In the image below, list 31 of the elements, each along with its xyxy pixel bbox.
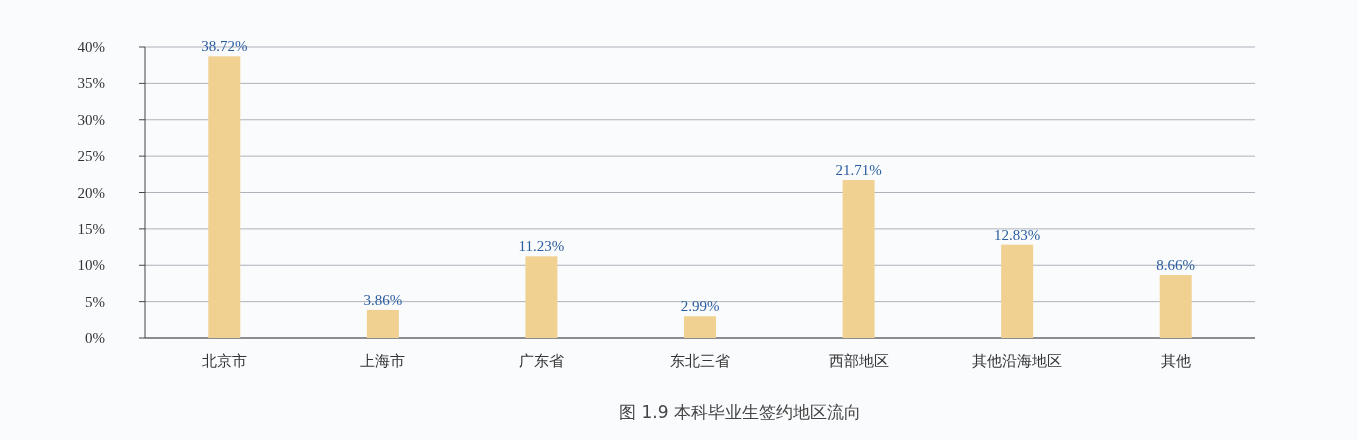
data-label: 21.71% [835,162,882,179]
text: 图 1.9 本科毕业生签约地区流向 [619,402,861,422]
data-label: 11.23% [518,238,565,255]
x-tick-label: 西部地区 [828,352,889,370]
y-tick-label: 5% [85,293,105,310]
y-tick-label: 25% [77,148,105,165]
bar [1001,244,1034,338]
y-tick-label: 20% [77,184,105,201]
bar [842,180,875,338]
y-tick-label: 15% [77,220,105,237]
bar [525,256,558,338]
x-tick-label: 上海市 [360,352,406,370]
bar [366,309,399,338]
y-tick-label: 10% [77,257,105,274]
y-tick-label: 40% [77,39,105,55]
data-label: 2.99% [680,298,720,315]
data-label: 8.66% [1156,257,1196,273]
y-tick-label: 30% [77,111,105,128]
x-tick-label: 东北三省 [670,352,730,370]
x-tick-label: 其他 [1160,352,1191,370]
bar [1159,275,1192,338]
x-tick-label: 其他沿海地区 [972,352,1063,370]
bar [208,56,241,338]
data-label: 3.86% [363,291,403,308]
x-tick-label: 北京市 [201,352,247,370]
y-tick-label: 35% [77,75,105,92]
bar [684,316,716,338]
data-label: 12.83% [994,226,1041,243]
x-tick-label: 广东省 [518,352,564,370]
data-label: 38.72% [201,38,248,55]
y-tick-label: 0% [85,330,105,346]
